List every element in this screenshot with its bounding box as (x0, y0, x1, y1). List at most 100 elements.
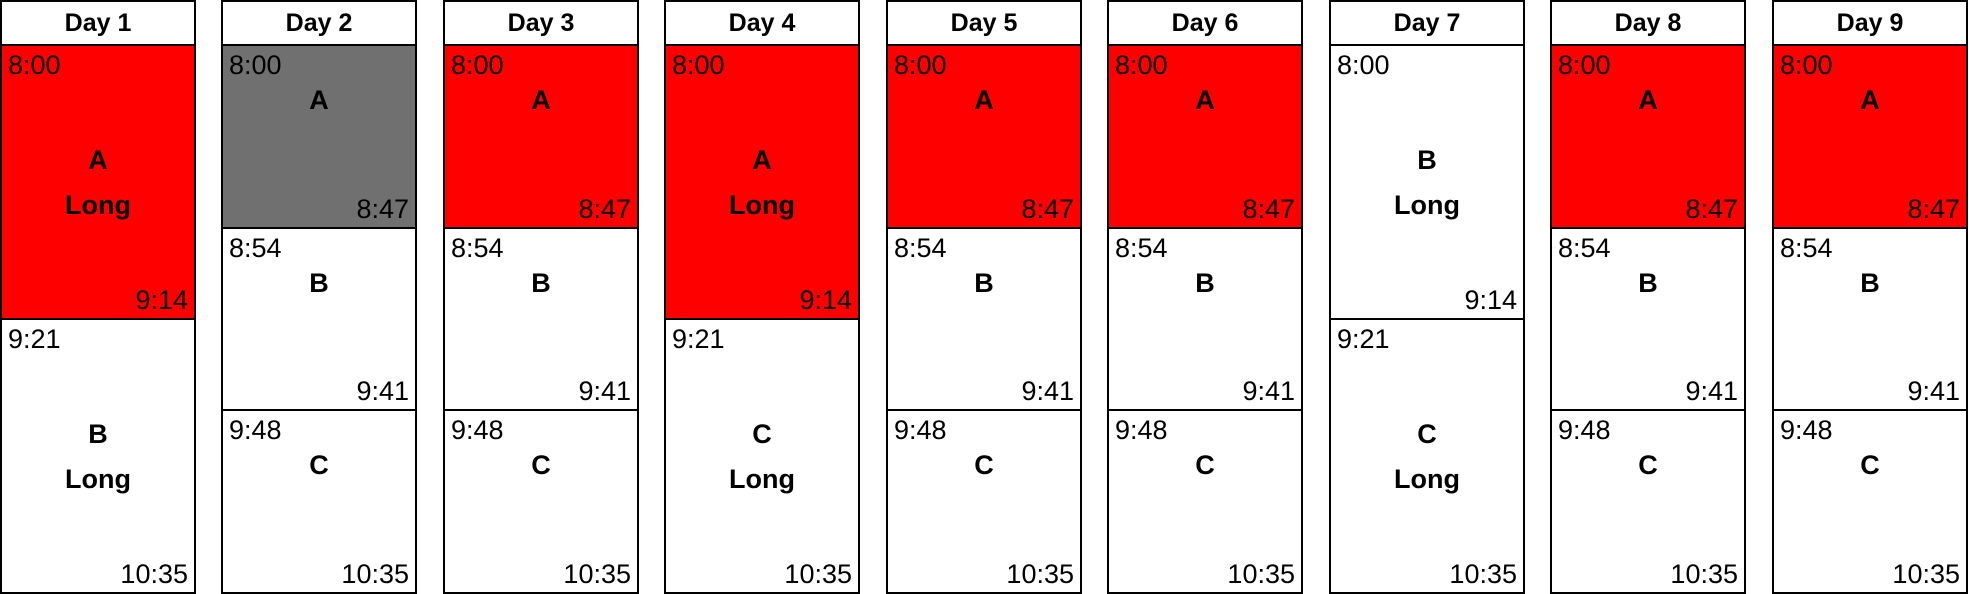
block-end-time: 9:41 (1242, 376, 1295, 407)
day-column: Day 6 8:00 A 8:47 8:54 B 9:41 9:48 C 10:35 (1107, 0, 1303, 594)
day-header: Day 9 (1772, 0, 1968, 46)
block-start-time: 8:00 (1558, 50, 1611, 80)
day-column: Day 1 8:00 A Long 9:14 9:21 B Long 10:35 (0, 0, 196, 594)
schedule-block: 8:00 A 8:47 (886, 46, 1082, 229)
block-end-time: 8:47 (1685, 193, 1738, 224)
block-label: B (309, 267, 329, 298)
block-start-time: 9:48 (451, 415, 504, 446)
block-label: C (752, 419, 772, 449)
block-end-time: 9:14 (135, 285, 188, 315)
block-label: A (752, 145, 772, 175)
block-start-time: 8:00 (8, 50, 61, 80)
block-label: C (1860, 450, 1880, 481)
block-label: B (974, 267, 994, 298)
block-start-time: 8:00 (1115, 50, 1168, 80)
block-label: B (1417, 145, 1437, 175)
block-end-time: 8:47 (356, 193, 409, 224)
schedule-block: 8:54 B 9:41 (221, 228, 417, 412)
day-column: Day 3 8:00 A 8:47 8:54 B 9:41 9:48 C 10:35 (443, 0, 639, 594)
schedule-block: 8:00 A Long 9:14 (0, 46, 196, 320)
block-start-time: 9:48 (229, 415, 282, 446)
schedule-block: 8:54 B 9:41 (443, 228, 639, 412)
block-end-time: 9:14 (1464, 285, 1517, 315)
block-label: A (1860, 85, 1880, 115)
block-end-time: 8:47 (1907, 193, 1960, 224)
block-end-time: 8:47 (578, 193, 631, 224)
schedule-block: 8:00 A 8:47 (443, 46, 639, 229)
schedule-block: 9:21 C Long 10:35 (664, 320, 860, 594)
block-start-time: 9:48 (1558, 415, 1611, 446)
schedule-block: 9:48 C 10:35 (1550, 411, 1746, 594)
block-end-time: 10:35 (341, 558, 409, 589)
block-end-time: 10:35 (1449, 559, 1517, 589)
block-end-time: 8:47 (1242, 193, 1295, 224)
block-start-time: 8:54 (451, 232, 504, 263)
block-end-time: 10:35 (1892, 558, 1960, 589)
block-sublabel: Long (1394, 464, 1460, 494)
day-header: Day 8 (1550, 0, 1746, 46)
block-end-time: 8:47 (1021, 193, 1074, 224)
day-header: Day 2 (221, 0, 417, 46)
block-start-time: 8:00 (229, 50, 282, 80)
block-start-time: 8:00 (672, 50, 725, 80)
schedule-block: 8:54 B 9:41 (1550, 228, 1746, 412)
block-end-time: 10:35 (1227, 558, 1295, 589)
day-header: Day 1 (0, 0, 196, 46)
schedule-block: 9:21 B Long 10:35 (0, 320, 196, 594)
schedule-block: 8:00 A 8:47 (1550, 46, 1746, 229)
schedule-block: 9:48 C 10:35 (443, 411, 639, 594)
day-header: Day 3 (443, 0, 639, 46)
block-label: C (974, 450, 994, 481)
block-label: B (88, 419, 108, 449)
schedule-block: 8:54 B 9:41 (886, 228, 1082, 412)
block-end-time: 10:35 (1006, 558, 1074, 589)
day-header: Day 4 (664, 0, 860, 46)
day-header: Day 5 (886, 0, 1082, 46)
block-label: C (531, 450, 551, 481)
schedule-block: 8:00 A 8:47 (1107, 46, 1303, 229)
block-start-time: 9:48 (1780, 415, 1833, 446)
schedule-block: 8:00 A Long 9:14 (664, 46, 860, 320)
day-column: Day 8 8:00 A 8:47 8:54 B 9:41 9:48 C 10:35 (1550, 0, 1746, 594)
block-sublabel: Long (65, 464, 131, 494)
block-end-time: 10:35 (563, 558, 631, 589)
block-end-time: 10:35 (120, 559, 188, 589)
block-label: C (309, 450, 329, 481)
block-start-time: 8:00 (1780, 50, 1833, 80)
block-end-time: 9:41 (356, 376, 409, 407)
block-label: C (1195, 450, 1215, 481)
block-sublabel: Long (729, 464, 795, 494)
block-end-time: 9:14 (799, 285, 852, 315)
block-start-time: 8:00 (1337, 50, 1390, 80)
schedule-block: 8:54 B 9:41 (1107, 228, 1303, 412)
schedule-block: 9:48 C 10:35 (1772, 411, 1968, 594)
block-label: A (309, 85, 329, 115)
day-column: Day 7 8:00 B Long 9:14 9:21 C Long 10:35 (1329, 0, 1525, 594)
block-label: B (1195, 267, 1215, 298)
schedule-block: 9:48 C 10:35 (221, 411, 417, 594)
block-label: B (1638, 267, 1658, 298)
block-end-time: 9:41 (578, 376, 631, 407)
block-start-time: 9:48 (894, 415, 947, 446)
day-header: Day 6 (1107, 0, 1303, 46)
block-start-time: 8:54 (1558, 232, 1611, 263)
block-label: A (531, 85, 551, 115)
block-start-time: 8:54 (1780, 232, 1833, 263)
day-column: Day 5 8:00 A 8:47 8:54 B 9:41 9:48 C 10:35 (886, 0, 1082, 594)
block-start-time: 9:21 (1337, 324, 1390, 354)
block-start-time: 8:54 (894, 232, 947, 263)
block-start-time: 8:54 (229, 232, 282, 263)
block-label: C (1638, 450, 1658, 481)
block-label: A (1195, 85, 1215, 115)
schedule-block: 8:00 B Long 9:14 (1329, 46, 1525, 320)
block-label: A (974, 85, 994, 115)
schedule-block: 8:00 A 8:47 (221, 46, 417, 229)
block-start-time: 9:48 (1115, 415, 1168, 446)
block-label: A (1638, 85, 1658, 115)
block-start-time: 9:21 (672, 324, 725, 354)
day-header: Day 7 (1329, 0, 1525, 46)
block-end-time: 9:41 (1685, 376, 1738, 407)
schedule-block: 8:54 B 9:41 (1772, 228, 1968, 412)
block-sublabel: Long (65, 190, 131, 220)
